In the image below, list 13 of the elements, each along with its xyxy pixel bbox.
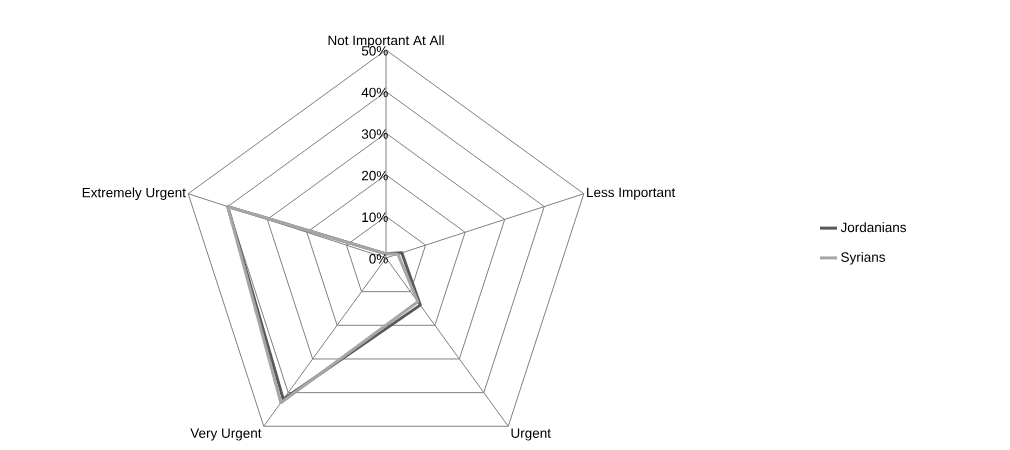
y-tick-label: 0%: [369, 254, 388, 264]
spoke-label: Extremely Urgent: [82, 187, 186, 201]
spoke-label: Urgent: [511, 428, 551, 441]
y-tick-label: 50%: [361, 46, 388, 56]
y-tick-label: 20%: [361, 170, 388, 181]
legend-label: Jordanians: [840, 222, 907, 233]
legend-label: Syrians: [841, 252, 886, 265]
spoke-label: Very Urgent: [190, 428, 262, 441]
spoke-label: Not Important At All: [328, 35, 444, 48]
y-tick-label: 30%: [361, 129, 388, 139]
y-tick-label: 10%: [362, 212, 388, 222]
spoke-label: Less Important: [587, 187, 676, 200]
y-tick-label: 40%: [361, 87, 388, 98]
